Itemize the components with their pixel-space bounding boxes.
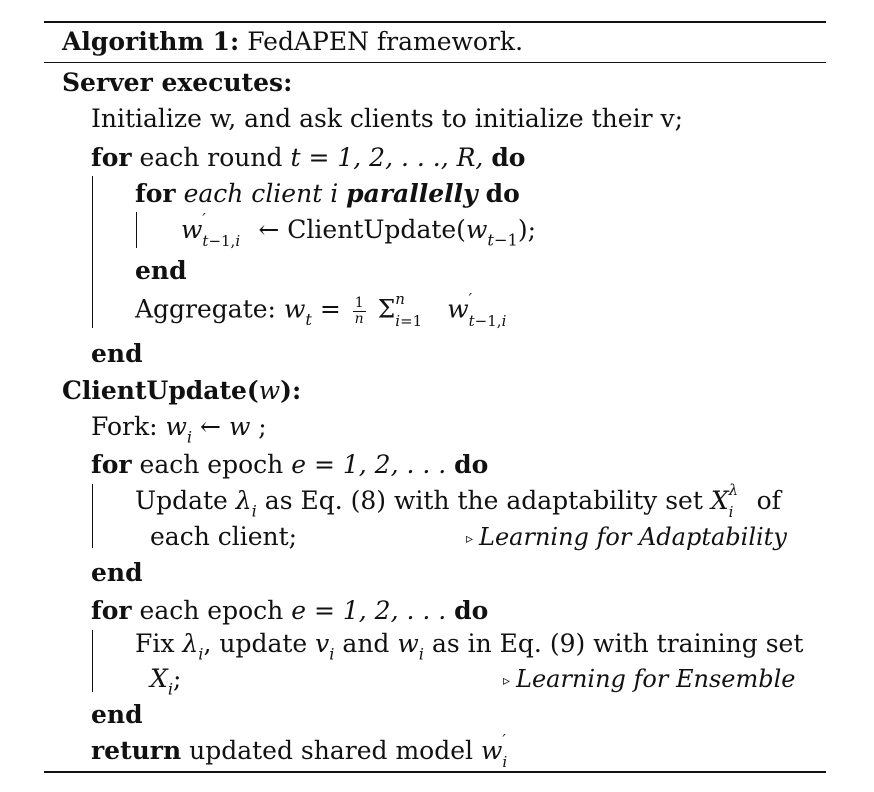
end-epoch-1: end [91,558,143,587]
end-round-loop: end [91,339,143,368]
top-rule [44,21,826,23]
for-round-line: for each round t = 1, 2, . . ., R, do [91,143,526,172]
for-epoch-1-line: for each epoch e = 1, 2, . . . do [91,450,489,479]
comment-triangle-icon: ▹ [466,531,474,547]
server-init-line: Initialize w, and ask clients to initial… [91,104,684,133]
update-lambda-line: Update λi as Eq. (8) with the adaptabili… [135,481,781,521]
algorithm-label: Algorithm 1: [62,27,240,56]
epoch-2-block-bar [92,630,94,692]
fix-lambda-line: Fix λi, update vi and wi as in Eq. (9) w… [135,629,804,664]
client-update-call-line: w ′ t−1,i ← ClientUpdate(wt−1); [181,210,537,250]
caption-rule [44,62,826,63]
fork-line: Fork: wi ← w ; [91,412,267,447]
bottom-rule [44,771,826,773]
update-lambda-line-2: each client; [150,522,298,551]
fix-lambda-line-2: Xi; [150,664,182,699]
algorithm-caption: Algorithm 1: FedAPEN framework. [62,29,523,54]
comment-ensemble: ▹ Learning for Ensemble [503,665,796,693]
for-client-line: for each client i parallelly do [135,179,520,208]
comment-triangle-icon: ▹ [503,673,511,689]
end-epoch-2: end [91,700,143,729]
return-line: return updated shared model w ′ i [91,731,508,771]
client-block-bar [136,212,138,248]
algorithm-title: FedAPEN framework. [247,27,524,56]
epoch-1-block-bar [92,484,94,548]
server-header: Server executes: [62,68,293,97]
round-block-bar [92,176,94,328]
client-update-header: ClientUpdate(w): [62,376,302,405]
end-client-loop: end [135,256,187,285]
for-epoch-2-line: for each epoch e = 1, 2, . . . do [91,596,489,625]
comment-adaptability: ▹ Learning for Adaptability [466,523,787,551]
